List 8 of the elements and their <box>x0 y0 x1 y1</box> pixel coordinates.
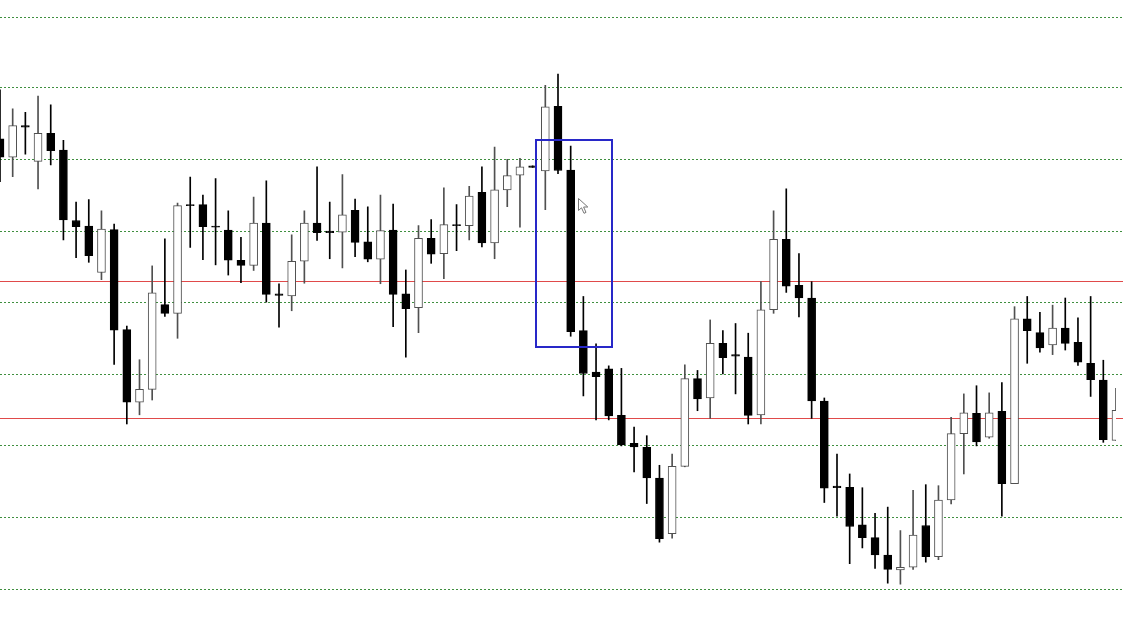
candlestick <box>160 238 170 317</box>
candlestick <box>274 283 284 328</box>
candlestick <box>883 506 893 584</box>
candlestick <box>1022 296 1032 364</box>
candlestick <box>185 176 195 248</box>
candlestick <box>401 269 411 358</box>
candlestick <box>236 236 246 284</box>
candlestick <box>71 201 81 259</box>
